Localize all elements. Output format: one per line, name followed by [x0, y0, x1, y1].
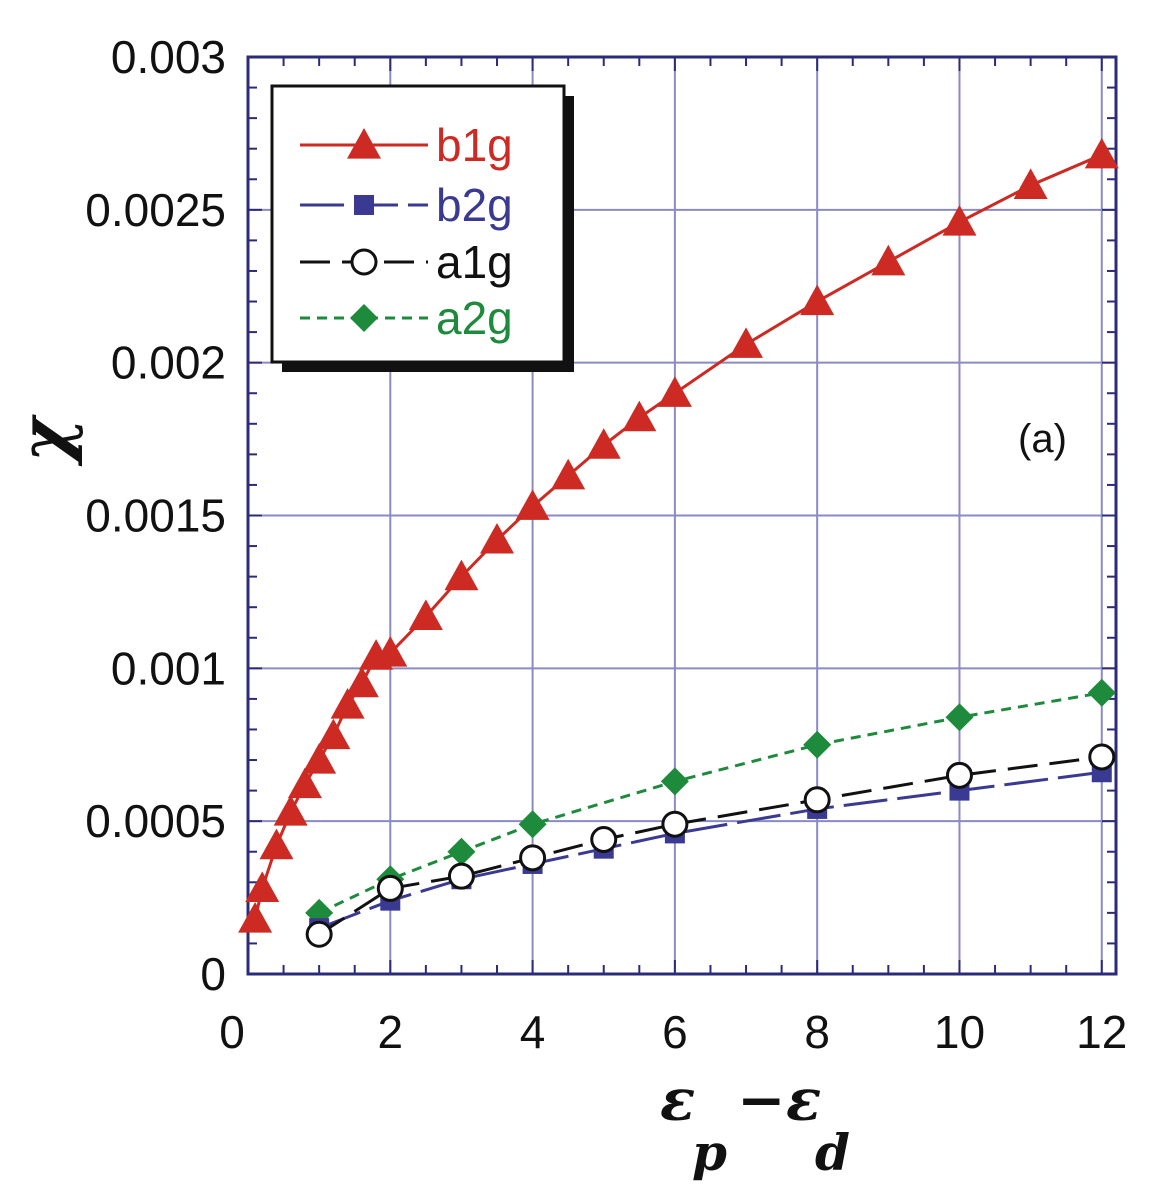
x-tick-label: 2 — [377, 1006, 403, 1058]
series-layer — [238, 137, 1119, 948]
x-tick-label: 4 — [520, 1006, 546, 1058]
y-tick-labels: 0 0.0005 0.001 0.0015 0.002 0.0025 0.003 — [85, 31, 226, 1000]
y-tick-label: 0 — [200, 948, 226, 1000]
plot-frame — [246, 55, 1118, 976]
x-axis-title: ε p − ε d — [660, 1066, 850, 1182]
y-tick-label: 0.001 — [111, 642, 226, 694]
y-tick-label: 0.0005 — [85, 795, 226, 847]
legend-entry-a2g: a2g — [300, 292, 513, 344]
data-point-a2g — [447, 837, 476, 866]
data-point-b1g — [344, 666, 379, 698]
data-point-b1g — [444, 559, 479, 591]
x-tick-label: 0 — [219, 1006, 245, 1058]
legend-label-a2g: a2g — [436, 292, 513, 344]
data-point-b1g — [408, 599, 443, 630]
data-point-b1g — [273, 794, 308, 826]
data-point-b1g — [1084, 137, 1119, 169]
data-point-b1g — [622, 400, 657, 432]
series-b2g — [309, 762, 1112, 939]
data-point-b1g — [373, 636, 408, 667]
panel-label: (a) — [1018, 417, 1067, 461]
data-point-a2g — [803, 730, 832, 759]
x-axis-title-sub-p: p — [692, 1123, 727, 1182]
data-point-b1g — [245, 871, 280, 903]
data-point-b1g — [871, 244, 906, 276]
x-tick-label: 12 — [1076, 1006, 1127, 1058]
legend-label-a1g: a1g — [436, 236, 513, 288]
data-point-a2g — [1087, 678, 1116, 707]
x-axis-title-eps-p: ε — [660, 1066, 695, 1134]
legend-box — [270, 84, 566, 364]
data-point-a1g — [945, 761, 973, 789]
data-point-b1g — [287, 767, 322, 799]
data-point-b1g — [586, 428, 621, 459]
data-point-b1g — [800, 284, 835, 316]
data-point-b1g — [657, 376, 692, 407]
data-point-b1g — [302, 743, 337, 774]
series-line-b2g — [318, 770, 1102, 930]
legend-label-b1g: b1g — [436, 119, 513, 171]
data-point-a1g — [447, 862, 475, 890]
data-point-a1g — [803, 786, 831, 814]
data-point-b1g — [1013, 168, 1048, 199]
legend-marker-b2g — [354, 195, 374, 215]
data-point-a2g — [660, 767, 689, 796]
data-point-b1g — [515, 489, 550, 520]
legend-marker-a1g — [350, 248, 378, 276]
y-tick-label: 0.002 — [111, 337, 226, 389]
y-axis-title: χ — [5, 413, 85, 466]
x-tick-label: 6 — [662, 1006, 688, 1058]
y-tick-label: 0.0025 — [85, 184, 226, 236]
data-point-a1g — [661, 810, 689, 838]
data-point-b1g — [259, 828, 294, 860]
x-axis-title-sub-d: d — [815, 1123, 850, 1182]
data-point-a2g — [945, 703, 974, 732]
y-tick-label: 0.0015 — [85, 490, 226, 542]
data-point-b1g — [942, 205, 977, 236]
legend-marker-a2g — [350, 304, 378, 332]
data-point-a1g — [590, 826, 618, 854]
data-point-a2g — [518, 810, 547, 839]
data-point-b1g — [551, 458, 586, 490]
data-point-b1g — [729, 327, 764, 358]
series-line-a1g — [318, 755, 1102, 936]
legend-entry-b1g: b1g — [300, 119, 513, 171]
x-tick-labels: 0 2 4 6 8 10 12 — [219, 1006, 1127, 1058]
x-tick-label: 8 — [804, 1006, 830, 1058]
data-point-a1g — [519, 844, 547, 872]
data-point-b1g — [316, 718, 351, 750]
legend-label-b2g: b2g — [436, 179, 513, 231]
legend-marker-b1g — [347, 128, 381, 159]
data-point-a1g — [1088, 743, 1116, 771]
data-point-b1g — [238, 901, 273, 933]
data-point-b1g — [330, 688, 365, 719]
data-point-a1g — [376, 874, 404, 902]
x-tick-label: 10 — [934, 1006, 985, 1058]
series-b1g — [238, 137, 1119, 933]
series-line-a2g — [318, 691, 1103, 915]
legend-entry-a1g: a1g — [300, 236, 513, 288]
series-a1g — [305, 743, 1116, 948]
y-tick-label: 0.003 — [111, 31, 226, 83]
legend-entry-b2g: b2g — [300, 179, 513, 231]
data-point-a1g — [305, 920, 333, 948]
x-axis-title-minus: − — [737, 1066, 786, 1134]
data-point-b1g — [480, 522, 515, 554]
x-axis-title-eps-d: ε — [786, 1066, 821, 1134]
